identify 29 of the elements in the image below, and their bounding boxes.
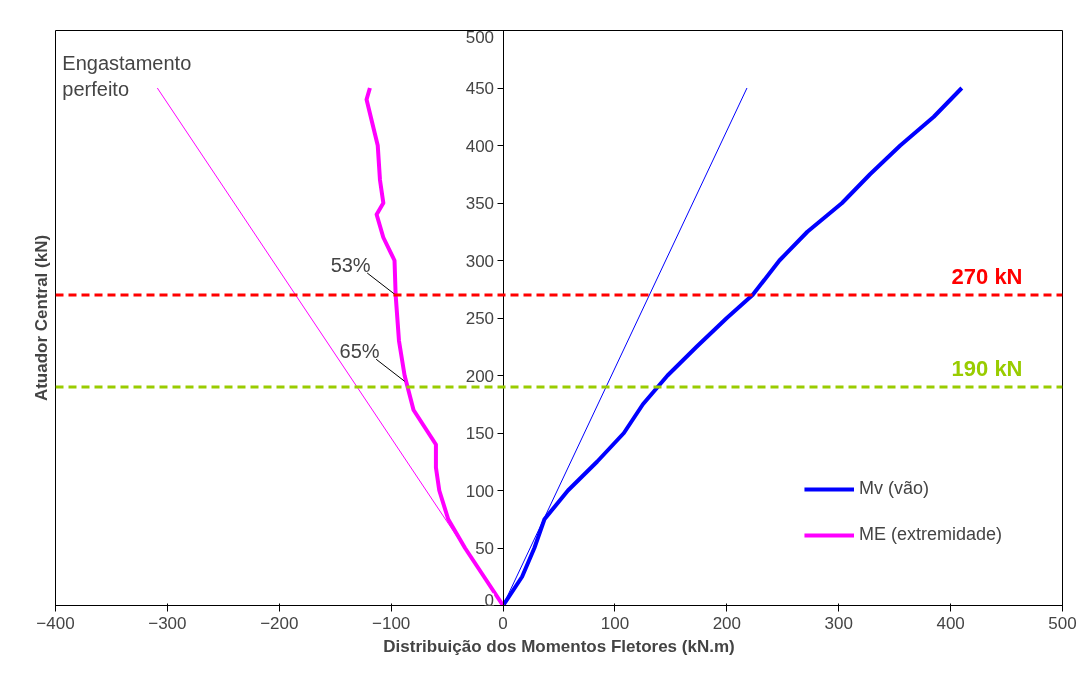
y-tick-label: 200 — [465, 366, 495, 386]
y-tick-label: 450 — [465, 79, 495, 98]
y-tick-label: 50 — [475, 539, 495, 558]
x-tick-label: −200 — [260, 613, 299, 633]
x-tick-label: −400 — [36, 613, 75, 633]
y-tick-label: 350 — [465, 194, 495, 213]
legend-label: Mv (vão) — [858, 478, 929, 499]
x-tick-label: 100 — [600, 613, 630, 633]
ref-line-label: 190 kN — [951, 356, 1023, 381]
y-tick-label: 500 — [465, 27, 495, 47]
x-tick-label: −300 — [148, 613, 187, 633]
legend-label: ME (extremidade) — [858, 524, 1002, 545]
annotation: 65% — [339, 340, 380, 363]
y-axis-title: Atuador Central (kN) — [31, 234, 51, 402]
y-tick-label: 100 — [465, 481, 495, 501]
annotation: Engastamento perfeito — [62, 51, 192, 101]
y-tick-label: 400 — [465, 136, 495, 156]
x-tick-label: 300 — [824, 613, 853, 633]
x-tick-label: 500 — [1048, 613, 1077, 633]
x-tick-label: −100 — [372, 613, 411, 633]
x-axis-title: Distribuição dos Momentos Fletores (kN.m) — [383, 636, 735, 656]
x-tick-label: 0 — [498, 613, 508, 633]
ref-line-label: 270 kN — [951, 264, 1023, 289]
annotation: 53% — [330, 254, 371, 276]
x-tick-label: 200 — [712, 613, 742, 633]
x-tick-label: 400 — [936, 613, 965, 633]
y-tick-label: 150 — [465, 424, 495, 443]
y-tick-label: 250 — [465, 309, 495, 328]
y-tick-label: 300 — [465, 251, 495, 271]
